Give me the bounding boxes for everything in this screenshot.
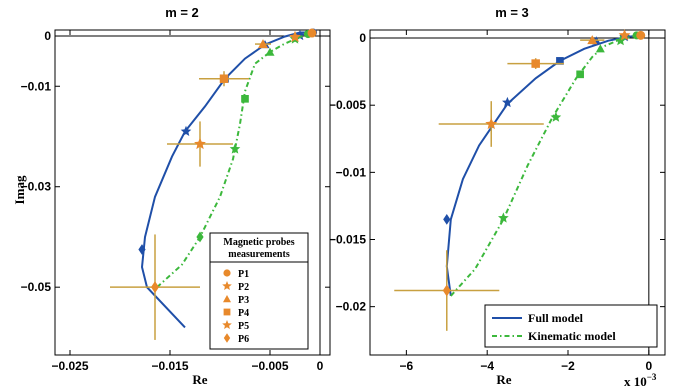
x-tick-label: −6 bbox=[400, 359, 414, 373]
chart-title: m = 3 bbox=[495, 5, 529, 20]
legend-entry-p5: P5 bbox=[238, 321, 249, 332]
x-tick-label: −2 bbox=[561, 359, 575, 373]
kinematic-model-curve bbox=[156, 33, 309, 288]
y-tick-label: 0 bbox=[359, 31, 366, 45]
plot-frame bbox=[369, 29, 666, 356]
kinematic-model-marker bbox=[229, 143, 241, 154]
x-tick-label: 0 bbox=[317, 359, 324, 373]
kinematic-model-marker bbox=[265, 47, 275, 56]
y-tick-label: −0.01 bbox=[336, 165, 367, 179]
full-model-curve bbox=[445, 34, 641, 297]
x-tick-label: −0.005 bbox=[251, 359, 288, 373]
full-model-marker bbox=[443, 213, 451, 225]
legend-marker-p5 bbox=[222, 320, 232, 329]
kinematic-model-marker bbox=[196, 231, 204, 243]
y-axis-label: Imag bbox=[12, 175, 27, 204]
probe-marker-p3 bbox=[587, 35, 598, 45]
x-axis-label: Re bbox=[496, 372, 511, 387]
probe-marker-p4 bbox=[219, 74, 229, 83]
x-scale-exponent: −3 bbox=[647, 372, 657, 382]
legend-entry-p3: P3 bbox=[238, 295, 249, 306]
probe-marker-p6 bbox=[151, 281, 159, 294]
probe-marker-p6 bbox=[442, 284, 451, 297]
probe-marker-p3 bbox=[258, 39, 268, 49]
y-tick-label: 0 bbox=[44, 29, 51, 43]
x-tick-label: 0 bbox=[645, 359, 652, 373]
legend-title: Magnetic probes bbox=[223, 237, 294, 248]
probe-marker-p5 bbox=[485, 117, 498, 130]
y-tick-label: −0.03 bbox=[21, 180, 52, 194]
legend-marker-p1 bbox=[223, 269, 231, 277]
legend-box bbox=[209, 232, 309, 350]
full-model-curve bbox=[140, 31, 312, 329]
legend-marker-p2 bbox=[222, 281, 232, 290]
kinematic-model-curve bbox=[450, 34, 637, 297]
legend-marker-p3 bbox=[223, 295, 231, 303]
legend-entry-p2: P2 bbox=[238, 282, 249, 293]
legend-entry-p6: P6 bbox=[238, 334, 249, 345]
plot-frame bbox=[54, 29, 331, 356]
probe-marker-p2 bbox=[618, 29, 631, 41]
panel-m2: m = 2 Imag Re −0.025 −0.015 −0.005 0 0 −0.01 −… bbox=[12, 5, 331, 387]
y-tick-label: −0.01 bbox=[21, 79, 52, 93]
x-tick-label: −0.015 bbox=[151, 359, 188, 373]
kinematic-model-marker bbox=[498, 212, 509, 223]
probe-marker-p2 bbox=[289, 30, 301, 43]
full-model-marker bbox=[138, 244, 146, 255]
y-tick-label: −0.005 bbox=[329, 98, 366, 112]
legend-title: measurements bbox=[228, 249, 290, 260]
full-model-marker bbox=[556, 57, 564, 65]
y-tick-label: −0.05 bbox=[21, 280, 52, 294]
kinematic-model-marker bbox=[550, 111, 562, 122]
legend-box bbox=[484, 304, 658, 348]
chart-title: m = 2 bbox=[165, 5, 199, 20]
full-model-marker bbox=[502, 96, 513, 108]
y-tick-label: −0.015 bbox=[329, 233, 366, 247]
probe-marker-p1 bbox=[307, 28, 317, 38]
models-legend: Full model Kinematic model bbox=[484, 304, 658, 348]
x-scale-base: x 10 bbox=[624, 374, 647, 389]
probe-marker-p4 bbox=[531, 59, 540, 68]
legend-marker-p6 bbox=[223, 333, 231, 343]
probe-marker-p5 bbox=[194, 137, 206, 150]
x-axis-label: Re bbox=[192, 372, 207, 387]
panel-m3: m = 3 Re x 10−3 −6 −4 −2 0 0 −0.005 −0.01 −0.01… bbox=[329, 5, 666, 389]
x-scale-factor: x 10−3 bbox=[624, 372, 657, 389]
probe-marker-p1 bbox=[636, 30, 646, 40]
kinematic-model-marker bbox=[241, 94, 249, 103]
legend-entry: Kinematic model bbox=[528, 329, 616, 343]
legend-marker-p4 bbox=[223, 308, 231, 316]
kinematic-model-marker bbox=[615, 35, 626, 46]
legend-entry-p1: P1 bbox=[238, 269, 249, 280]
legend-entry: Full model bbox=[528, 311, 584, 325]
kinematic-model-marker bbox=[595, 44, 605, 53]
x-tick-label: −4 bbox=[480, 359, 494, 373]
legend-entry-p4: P4 bbox=[238, 308, 249, 319]
y-tick-label: −0.02 bbox=[336, 300, 367, 314]
full-model-marker bbox=[180, 125, 192, 136]
kinematic-model-marker bbox=[576, 70, 584, 79]
x-tick-label: −0.025 bbox=[51, 359, 88, 373]
